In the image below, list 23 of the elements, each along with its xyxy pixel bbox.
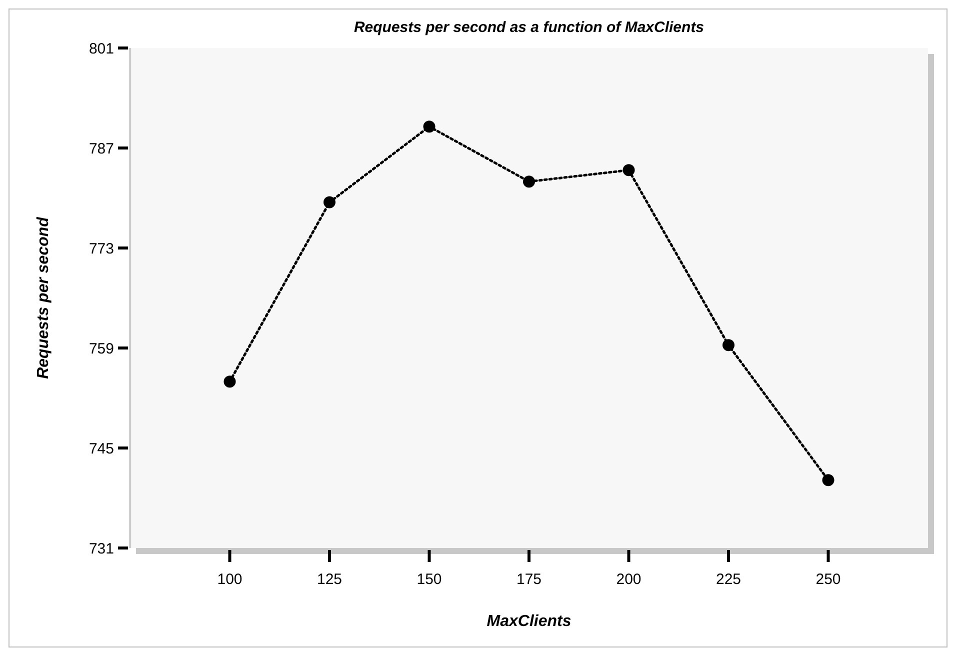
- x-tick-label: 175: [516, 571, 542, 588]
- x-tick-label: 200: [616, 571, 642, 588]
- point: [224, 376, 236, 388]
- point: [822, 474, 834, 486]
- x-tick-label: 100: [217, 571, 242, 588]
- point: [622, 164, 635, 176]
- y-tick-label: 759: [88, 340, 114, 358]
- y-tick-label: 801: [88, 40, 114, 58]
- y-tick-label: 745: [88, 440, 114, 458]
- point: [722, 339, 734, 352]
- y-tick-label: 773: [88, 240, 114, 258]
- chart-title: Requests per second as a function of MaxClients: [354, 19, 704, 36]
- y-tick-label: 731: [88, 540, 114, 558]
- y-tick-label: 787: [88, 140, 114, 158]
- x-tick-label: 250: [816, 571, 841, 588]
- y-axis-title: Requests per second: [35, 216, 52, 379]
- x-tick-label: 225: [716, 571, 742, 588]
- x-tick-label: 125: [316, 571, 342, 588]
- point: [423, 120, 436, 133]
- point: [324, 196, 336, 208]
- x-axis-title: MaxClients: [486, 613, 572, 630]
- point: [523, 176, 535, 188]
- x-tick-label: 150: [416, 571, 442, 588]
